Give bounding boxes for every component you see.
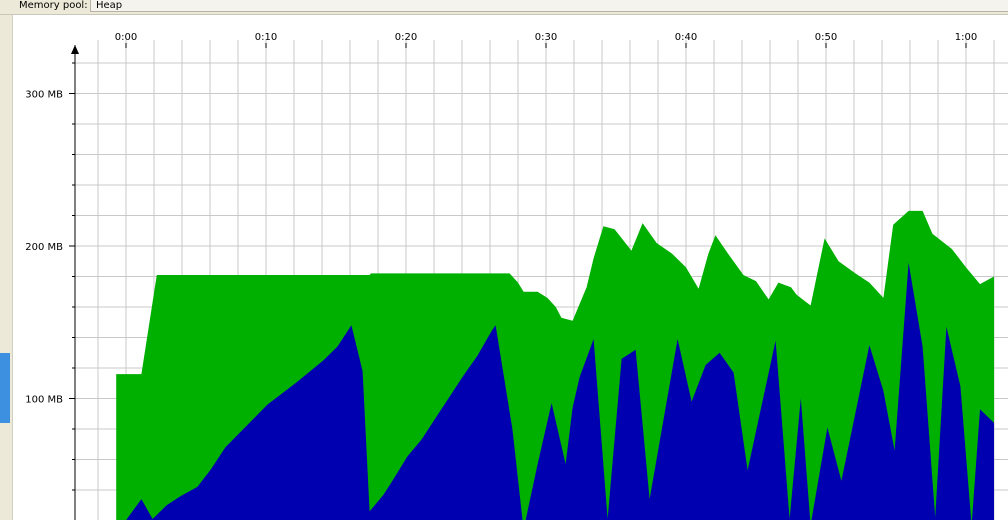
left-panel-edge — [0, 15, 13, 520]
x-tick-label: 0:30 — [535, 32, 557, 43]
x-tick-label: 0:50 — [815, 32, 837, 43]
area-series — [116, 210, 994, 520]
y-tick-label: 200 MB — [25, 242, 63, 253]
memory-pool-label: Memory pool: — [19, 0, 88, 11]
x-tick-label: 1:00 — [955, 32, 977, 43]
memory-pool-toolbar: Memory pool: Heap — [0, 0, 1008, 15]
x-tick-label: 0:40 — [675, 32, 697, 43]
y-tick-label: 100 MB — [25, 395, 63, 406]
memory-usage-chart: 100 MB 200 MB 300 MB 0:00 0:10 0:20 0:30 0:40 0:… — [25, 32, 1008, 520]
area-used — [116, 262, 994, 520]
scrollbar-thumb[interactable] — [0, 353, 10, 423]
axes — [69, 43, 967, 520]
y-tick-label: 300 MB — [25, 90, 63, 101]
x-tick-label: 0:20 — [395, 32, 417, 43]
y-axis-arrow — [71, 45, 79, 54]
memory-pool-select[interactable]: Heap — [90, 0, 1008, 12]
x-tick-label: 0:10 — [255, 32, 277, 43]
x-tick-label: 0:00 — [115, 32, 137, 43]
tick-labels: 100 MB 200 MB 300 MB 0:00 0:10 0:20 0:30 0:40 0:… — [25, 32, 977, 406]
